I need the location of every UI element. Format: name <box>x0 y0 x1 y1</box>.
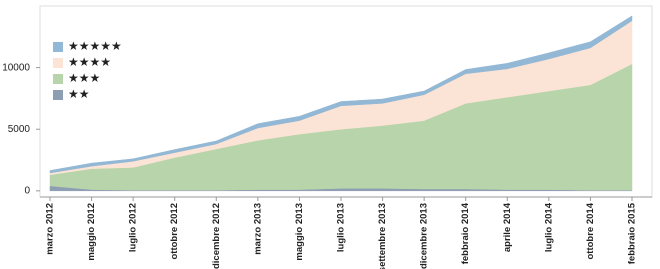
x-tick-label: marzo 2012 <box>45 203 56 255</box>
y-tick-label: 0 <box>24 185 30 196</box>
areas <box>49 15 633 192</box>
x-tick-label: febbraio 2014 <box>460 202 471 264</box>
x-tick-label: luglio 2013 <box>336 203 347 252</box>
legend: ★★★★★★★★★★★★★★ <box>53 39 122 101</box>
x-tick-label: maggio 2013 <box>294 203 305 261</box>
axes: 0 5000 10000 marzo 2012 maggio 2012 luglio 20… <box>2 62 652 269</box>
y-tick-label: 10000 <box>2 62 30 73</box>
x-tick-label: ottobre 2014 <box>585 202 596 259</box>
legend-swatch <box>53 42 63 52</box>
x-tick-label: febbraio 2015 <box>627 202 638 264</box>
x-tick-label: luglio 2012 <box>128 203 139 252</box>
x-tick-label: settembre 2013 <box>377 203 388 269</box>
area <box>49 15 633 174</box>
legend-label: ★★★★ <box>68 55 111 69</box>
legend-label: ★★★★★ <box>68 39 122 53</box>
x-tick-label: dicembre 2012 <box>211 203 222 269</box>
legend-swatch <box>53 58 63 68</box>
x-tick-label: luglio 2014 <box>543 202 554 252</box>
legend-label: ★★ <box>68 87 90 101</box>
x-tick-label: ottobre 2012 <box>169 203 180 260</box>
x-tick-label: maggio 2012 <box>86 203 97 261</box>
legend-swatch <box>53 90 63 100</box>
y-tick-label: 5000 <box>8 124 31 135</box>
x-tick-label: marzo 2013 <box>252 203 263 255</box>
legend-label: ★★★ <box>68 71 100 85</box>
x-tick-label: dicembre 2013 <box>419 203 430 269</box>
legend-swatch <box>53 74 63 84</box>
x-tick-label: aprile 2014 <box>502 202 513 252</box>
